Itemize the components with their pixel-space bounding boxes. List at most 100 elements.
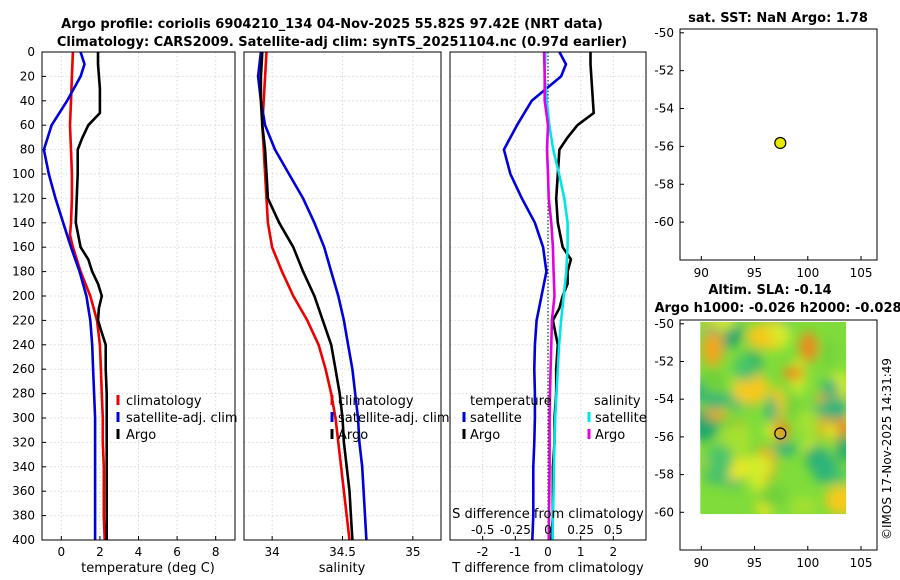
map-y-tick-label: -52	[654, 64, 674, 78]
temperature-legend: climatology satellite-adj. clim Argo	[116, 394, 238, 443]
sla-heatmap-cell	[705, 407, 728, 420]
legend-t-satellite: satellite	[470, 411, 522, 426]
x-tick-label: -2	[477, 545, 489, 559]
map-frame	[679, 28, 878, 261]
y-tick-label: 280	[12, 387, 35, 401]
legend-temperature-header: temperature	[470, 394, 552, 409]
legend-t-argo: Argo	[470, 428, 500, 443]
legend-salinity-header: salinity	[594, 394, 641, 409]
y-tick-label: 320	[12, 435, 35, 449]
sla-heatmap-cell	[749, 471, 767, 492]
x-tick-label: 6	[173, 545, 181, 559]
top-x-tick-label: 0.25	[567, 523, 594, 537]
map-x-tick-label: 90	[694, 266, 709, 280]
x-tick-label: 1	[577, 545, 585, 559]
sla-heatmap-cell	[741, 454, 773, 479]
sla-title-line2: Argo h1000: -0.026 h2000: -0.028	[654, 301, 900, 316]
legend-argo: Argo	[338, 428, 368, 443]
y-tick-label: 60	[20, 118, 35, 132]
series-line-satellite-adj-clim	[42, 51, 97, 540]
sst-map-panel: 90 95 100 105 -50 -52 -54 -56 -58 -60	[654, 26, 878, 280]
x-tick-label: 34.5	[329, 545, 356, 559]
map-y-tick-label: -58	[654, 177, 674, 191]
y-tick-label: 160	[12, 240, 35, 254]
x-tick-label: 8	[212, 545, 220, 559]
y-tick-label: 240	[12, 338, 35, 352]
map-x-tick-label: 100	[796, 266, 819, 280]
sla-heatmap-cell	[820, 379, 839, 397]
sla-heatmap-cell	[758, 484, 788, 508]
map-x-tick-label: 100	[796, 556, 819, 570]
top-x-tick-label: 0.5	[604, 523, 623, 537]
y-tick-label: 40	[20, 94, 35, 108]
sla-heatmap-cell	[783, 366, 804, 381]
sla-title-line1: Altim. SLA: -0.14	[708, 283, 831, 298]
main-title-line2: Climatology: CARS2009. Satellite-adj cli…	[57, 35, 627, 50]
sla-heatmap-cell	[706, 443, 733, 479]
plot-frame	[243, 51, 442, 541]
grid	[42, 52, 235, 540]
legend-climatology: climatology	[338, 394, 414, 409]
series-line-temperature-satellite	[502, 51, 568, 541]
legend-satellite: satellite-adj. clim	[126, 411, 238, 426]
plot-frame	[41, 51, 236, 541]
y-tick-label: 340	[12, 460, 35, 474]
y-tick-label: 100	[12, 167, 35, 181]
legend-s-argo: Argo	[595, 428, 625, 443]
difference-panel: -2 -1 0 1 2 -0.5 -0.25 0 0.25 0.5	[449, 51, 647, 559]
series-line-salinity-argo	[542, 51, 556, 541]
series-line-salinity-satellite	[543, 51, 569, 541]
sla-heatmap-cell	[823, 423, 838, 440]
map-x-tick-label: 95	[747, 266, 762, 280]
sst-title: sat. SST: NaN Argo: 1.78	[688, 11, 868, 26]
salinity-xlabel: salinity	[319, 561, 366, 576]
argo-position-marker	[774, 427, 787, 440]
sla-heatmap-field	[700, 321, 847, 515]
x-tick-label: 2	[610, 545, 618, 559]
sla-heatmap-cell	[733, 355, 758, 382]
map-y-tick-label: -52	[654, 354, 674, 368]
map-y-tick-label: -56	[654, 139, 674, 153]
y-tick-label: 80	[20, 143, 35, 157]
top-x-tick-label: -0.5	[471, 523, 494, 537]
map-y-tick-label: -56	[654, 430, 674, 444]
map-y-tick-label: -54	[654, 102, 674, 116]
sla-heatmap-cell	[811, 449, 837, 484]
sla-heatmap-cell	[738, 426, 753, 454]
legend-argo: Argo	[126, 428, 156, 443]
sla-heatmap-cell	[765, 396, 778, 424]
map-x-tick-label: 90	[694, 556, 709, 570]
top-x-tick-label: -0.25	[500, 523, 531, 537]
difference-top-label: S difference from climatology	[452, 507, 644, 522]
plot-frame	[449, 51, 647, 541]
x-tick-label: 2	[96, 545, 104, 559]
sla-heatmap-cell	[799, 332, 818, 363]
y-tick-label: 300	[12, 411, 35, 425]
copyright-watermark: ©IMOS 17-Nov-2025 14:31:49	[880, 358, 894, 540]
map-y-tick-label: -60	[654, 505, 674, 519]
series-line-satellite-adj-clim	[256, 51, 368, 541]
x-tick-label: 35	[405, 545, 420, 559]
sla-heatmap-cell	[701, 366, 725, 395]
x-tick-label: 0	[57, 545, 65, 559]
y-tick-label: 0	[27, 45, 35, 59]
legend-satellite: satellite-adj. clim	[338, 411, 450, 426]
temperature-xlabel: temperature (deg C)	[81, 561, 215, 576]
sla-map-panel: 90 95 100 105 -50 -52 -54 -56 -58 -60	[654, 317, 878, 570]
map-frame	[679, 319, 878, 551]
map-y-tick-label: -54	[654, 392, 674, 406]
y-tick-label: 380	[12, 509, 35, 523]
main-title-line1: Argo profile: coriolis 6904210_134 04-No…	[61, 17, 603, 32]
difference-xlabel: T difference from climatology	[451, 561, 644, 576]
salinity-legend: climatology satellite-adj. clim Argo	[330, 394, 450, 443]
salinity-panel: 34 34.5 35	[243, 51, 442, 559]
difference-legend: temperature satellite Argo salinity sate…	[462, 394, 647, 443]
map-x-tick-label: 105	[850, 266, 873, 280]
x-tick-label: 34	[265, 545, 280, 559]
sla-heatmap-cell	[710, 321, 738, 330]
x-tick-label: 4	[135, 545, 143, 559]
temperature-panel: 0 2 4 6 802040608010012014016018020022024026…	[12, 45, 236, 559]
y-tick-label: 120	[12, 191, 35, 205]
y-tick-label: 360	[12, 484, 35, 498]
